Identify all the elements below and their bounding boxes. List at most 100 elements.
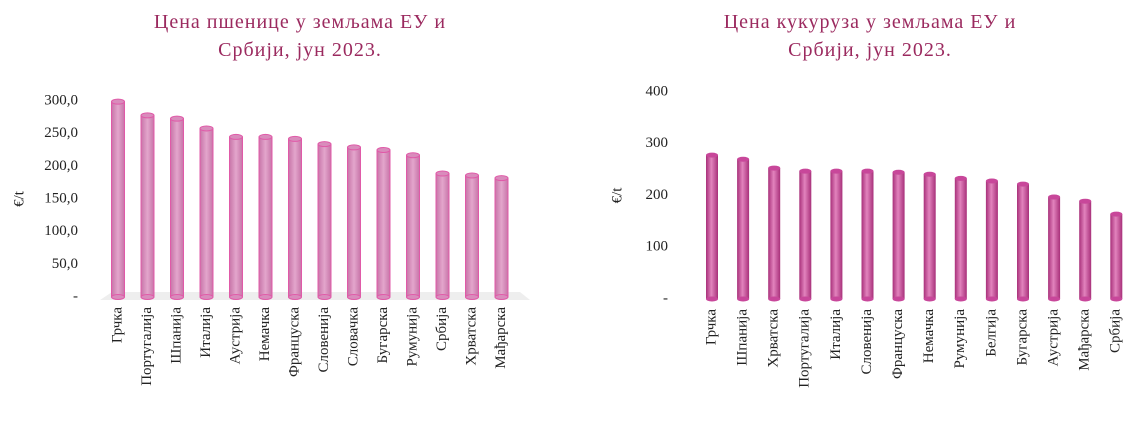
bar [861,171,874,299]
bar-top [985,178,998,184]
bar [170,118,184,298]
bar-top [288,135,302,142]
x-tick-label: Италија [198,307,214,358]
bar [1048,197,1061,299]
x-tick-label: Аустрија [227,307,243,365]
x-tick-label: Немачка [257,307,273,362]
y-tick-label: 100 [646,239,669,255]
bar-base [1017,296,1029,302]
bar [435,173,450,298]
bar-base [1110,296,1123,302]
bar-base [1048,296,1061,302]
x-tick-label: Бугарска [375,307,391,364]
bar-top [494,175,509,182]
bar-base [1079,296,1092,302]
bar-top [435,170,450,177]
bar-base [465,294,479,300]
bar-base [317,294,332,300]
y-axis-label: €/t [11,190,27,207]
bar-top [706,152,718,158]
bar-top [923,171,936,177]
bar-top [347,144,361,151]
x-tick-label: Аустрија [1046,309,1062,367]
bar [1110,214,1123,299]
bar-base [111,294,125,300]
bar-base [258,294,273,300]
x-tick-label: Бугарска [1014,309,1030,366]
bar-base [435,294,450,300]
y-tick-label: 400 [646,83,669,99]
bar [288,138,302,298]
bar-base [737,296,750,302]
y-tick-label: 250,0 [44,125,78,141]
x-tick-label: Француска [890,309,906,379]
bar-top [406,152,420,159]
bar-base [706,296,718,302]
bar [347,146,361,298]
bar-base [892,296,905,302]
bar-base [954,296,967,302]
bar [465,174,479,298]
bar [111,101,125,298]
bar [199,127,214,298]
bar-base [799,296,812,302]
bar-top [229,133,243,140]
bar [494,177,509,298]
bar-base [923,296,936,302]
bar-top [768,165,781,171]
bar-base [288,294,302,300]
bar-base [140,294,155,300]
x-tick-label: Србија [434,307,450,351]
bar [317,143,332,298]
bar-base [376,294,391,300]
bar-top [258,133,273,140]
bar-top [1048,194,1061,200]
bar-top [737,156,750,162]
y-tick-label: - [73,288,78,304]
y-axis-label: €/t [609,187,625,204]
bar-base [494,294,509,300]
x-tick-label: Португалија [139,307,155,386]
x-tick-label: Грчка [109,307,125,343]
chart-title: Цена пшенице у земљама ЕУ и Србији, јун … [153,11,447,61]
x-tick-label: Словачка [345,307,361,367]
bar-base [830,296,843,302]
bar-base [406,294,420,300]
x-tick-label: Мађарска [1077,309,1093,371]
x-tick-label: Румунија [952,309,968,369]
bar [1079,201,1092,299]
x-tick-label: Румунија [404,307,420,367]
x-tick-label: Хрватска [766,309,782,368]
bar-top [1110,211,1123,217]
x-tick-label: Италија [828,309,844,360]
bar-base [768,296,781,302]
bar [768,168,781,299]
bar [985,181,998,299]
y-tick-label: 150,0 [44,190,78,206]
bar-top [199,125,214,132]
y-tick-label: 300,0 [44,92,78,108]
bar [799,171,812,299]
y-tick-label: 200,0 [44,158,78,174]
bar-top [799,168,812,174]
bar-top [1017,181,1029,187]
bar [376,149,391,298]
bar-top [830,168,843,174]
bar [954,178,967,299]
x-tick-label: Шпанија [735,309,751,366]
bar-base [170,294,184,300]
bar [706,155,718,299]
bar [1017,184,1029,299]
x-tick-label: Француска [286,307,302,377]
bar-base [199,294,214,300]
x-tick-label: Мађарска [493,307,509,369]
x-tick-label: Хрватска [463,307,479,366]
bar-base [347,294,361,300]
bar [892,172,905,299]
x-tick-label: Немачка [921,309,937,364]
bar [229,136,243,298]
bar-top [140,112,155,119]
bar-top [1079,198,1092,204]
x-tick-label: Грчка [703,309,719,345]
